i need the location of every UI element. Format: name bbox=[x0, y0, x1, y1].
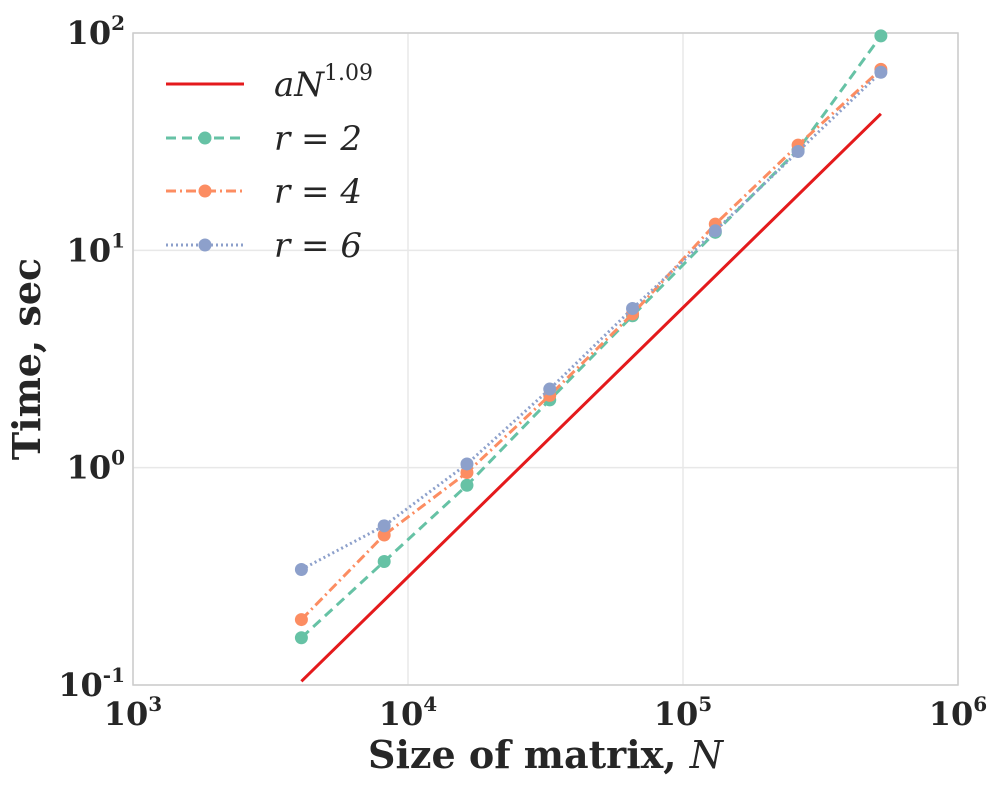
y-tick-label: 102 bbox=[67, 11, 125, 52]
data-point-r4 bbox=[294, 613, 308, 627]
y-axis-title: Time, sec bbox=[4, 258, 49, 460]
series-r2 bbox=[294, 29, 888, 645]
legend: aN1.09 r = 2 r = 4 r = 6 bbox=[166, 61, 373, 266]
series-layer bbox=[294, 29, 888, 683]
series-line-fit bbox=[300, 112, 882, 683]
series-line-r4 bbox=[300, 68, 882, 621]
series-line-r6 bbox=[300, 71, 882, 571]
data-point-r2 bbox=[460, 478, 474, 492]
data-point-r6 bbox=[460, 457, 474, 471]
plot-frame bbox=[132, 32, 959, 686]
data-point-r6 bbox=[874, 65, 888, 79]
data-point-r6 bbox=[377, 519, 391, 533]
data-point-r6 bbox=[543, 382, 557, 396]
grid-lines bbox=[132, 32, 959, 686]
legend-marker-r2 bbox=[198, 131, 212, 145]
data-point-r4 bbox=[377, 528, 391, 542]
y-tick-label: 10-1 bbox=[58, 663, 125, 704]
legend-item-fit: aN1.09 bbox=[166, 61, 373, 105]
legend-item-r6: r = 6 bbox=[166, 226, 362, 266]
legend-label-fit: aN1.09 bbox=[274, 61, 373, 105]
legend-label-r6: r = 6 bbox=[274, 226, 362, 266]
data-point-r6 bbox=[626, 301, 640, 315]
x-tick-label: 103 bbox=[104, 692, 162, 733]
legend-item-r2: r = 2 bbox=[166, 119, 362, 159]
data-point-r2 bbox=[294, 631, 308, 645]
data-point-r2 bbox=[874, 29, 888, 43]
series-line-r2 bbox=[300, 35, 883, 639]
x-tick-labels: 103 104 105 106 bbox=[104, 692, 987, 733]
x-axis-title-text: Size of matrix, bbox=[368, 732, 690, 777]
data-point-r6 bbox=[791, 144, 805, 158]
data-point-r6 bbox=[294, 562, 308, 576]
data-point-r6 bbox=[708, 224, 722, 238]
x-axis-title: Size of matrix, N bbox=[368, 732, 725, 777]
legend-marker-r4 bbox=[198, 184, 212, 198]
series-fit bbox=[300, 112, 882, 683]
legend-label-r2: r = 2 bbox=[274, 119, 362, 159]
series-r6 bbox=[294, 65, 888, 576]
y-tick-labels: 10-1 100 101 102 bbox=[58, 11, 125, 704]
x-axis-title-var: N bbox=[689, 733, 725, 777]
x-tick-label: 106 bbox=[929, 692, 987, 733]
legend-item-r4: r = 4 bbox=[166, 172, 362, 212]
y-tick-label: 101 bbox=[67, 228, 125, 269]
legend-marker-r6 bbox=[198, 238, 212, 252]
x-tick-label: 105 bbox=[654, 692, 712, 733]
legend-label-r4: r = 4 bbox=[274, 172, 362, 212]
x-tick-label: 104 bbox=[379, 692, 438, 733]
data-point-r2 bbox=[377, 555, 391, 569]
y-tick-label: 100 bbox=[67, 446, 125, 487]
